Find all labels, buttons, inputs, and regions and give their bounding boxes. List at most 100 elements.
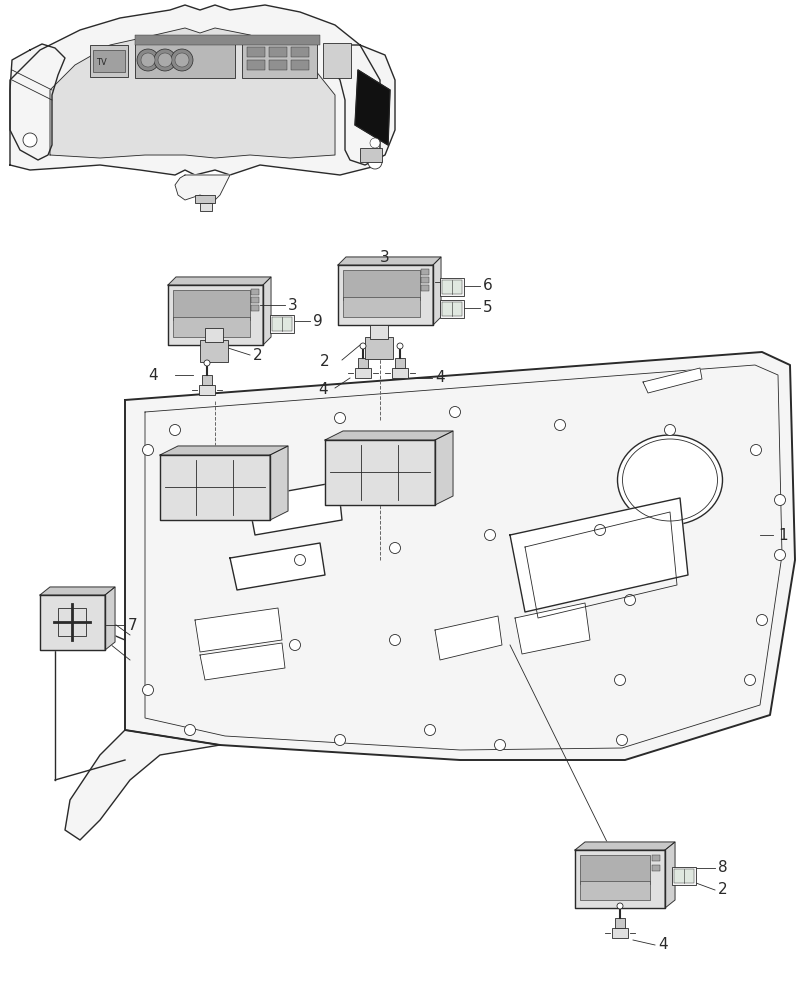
Circle shape [389,542,400,554]
Bar [392,368,407,378]
Polygon shape [574,850,664,908]
Bar [251,297,259,303]
Polygon shape [105,587,115,650]
Bar [173,290,250,320]
Text: 9: 9 [312,314,322,328]
Bar [421,277,429,283]
Bar [365,337,393,359]
Ellipse shape [617,435,722,525]
Bar [90,45,128,77]
Bar [205,328,222,342]
Polygon shape [10,5,380,175]
Circle shape [360,343,365,349]
Bar [291,60,308,70]
Bar [355,368,370,378]
Bar [343,270,419,300]
Circle shape [334,412,345,424]
Bar [251,289,259,295]
Circle shape [294,554,305,566]
Circle shape [624,594,634,605]
Polygon shape [270,446,287,520]
Bar [251,305,259,311]
Bar [135,35,320,45]
Polygon shape [324,431,452,440]
Polygon shape [664,842,675,908]
Bar [195,195,214,203]
Bar [673,869,693,883]
Circle shape [175,53,189,67]
Polygon shape [65,730,220,840]
Bar [651,865,659,871]
Polygon shape [515,603,589,654]
Bar [269,60,287,70]
Bar [242,43,316,78]
Circle shape [593,524,605,536]
Bar [58,608,86,636]
Text: 2: 2 [253,348,263,362]
Polygon shape [160,446,287,455]
Circle shape [184,724,195,736]
Polygon shape [329,45,394,165]
Bar [173,317,250,337]
Text: 3: 3 [380,250,389,265]
Polygon shape [337,257,441,265]
Bar [199,385,214,395]
Circle shape [142,684,153,696]
Circle shape [389,635,400,646]
Circle shape [484,530,495,540]
Text: TV: TV [96,58,107,67]
Bar [611,928,627,938]
Text: 1: 1 [777,528,787,542]
Circle shape [23,133,37,147]
Text: 6: 6 [483,278,492,294]
Bar [323,43,351,78]
Polygon shape [124,352,794,760]
Polygon shape [175,175,230,200]
Bar [269,47,287,57]
Bar [360,148,381,162]
Circle shape [158,53,172,67]
Bar [421,285,429,291]
Polygon shape [160,455,270,520]
Bar [357,358,368,368]
Polygon shape [50,28,335,158]
Circle shape [616,734,626,746]
Text: 7: 7 [128,617,137,633]
Polygon shape [263,277,271,345]
Circle shape [494,740,505,750]
Circle shape [141,53,155,67]
Circle shape [744,674,755,686]
Circle shape [289,640,300,650]
Bar [291,47,308,57]
Polygon shape [355,70,389,145]
Polygon shape [433,257,441,325]
Circle shape [756,614,767,626]
Circle shape [663,424,675,436]
Bar [135,43,234,78]
Polygon shape [324,440,434,505]
Text: 8: 8 [717,860,727,876]
Circle shape [773,550,785,560]
Text: 4: 4 [149,367,158,382]
Bar [439,300,463,318]
Circle shape [449,406,460,418]
Bar [651,855,659,861]
Polygon shape [40,595,105,650]
Polygon shape [434,616,501,660]
Text: 5: 5 [483,300,492,316]
Circle shape [554,420,565,430]
Polygon shape [195,608,282,652]
Circle shape [142,444,153,456]
Circle shape [397,343,402,349]
Bar [394,358,405,368]
Circle shape [368,155,381,169]
Polygon shape [337,265,433,325]
Bar [247,47,265,57]
Bar [343,297,419,317]
Circle shape [749,444,760,456]
Polygon shape [574,842,675,850]
Polygon shape [10,44,65,160]
Polygon shape [434,431,452,505]
Polygon shape [642,368,701,393]
Polygon shape [200,643,284,680]
